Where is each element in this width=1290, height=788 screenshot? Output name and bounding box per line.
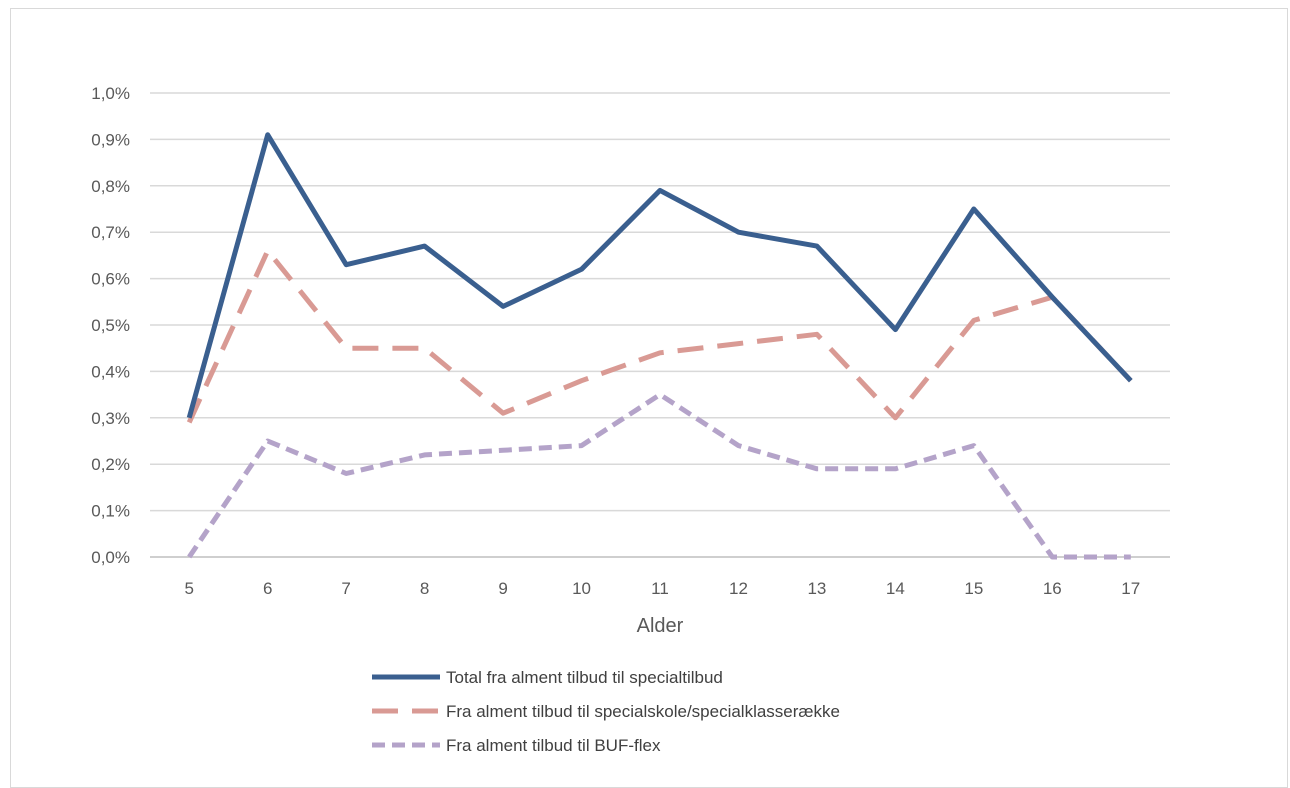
- line-chart: 0,0% 0,1% 0,2% 0,3% 0,4% 0,5% 0,6% 0,7% 0,8% 0,9%…: [91, 84, 1170, 755]
- y-tick-label: 0,8%: [91, 177, 130, 196]
- y-tick-label: 0,3%: [91, 409, 130, 428]
- series-lines: [186, 132, 1133, 560]
- x-tick-label: 16: [1043, 579, 1062, 598]
- y-tick-label: 0,5%: [91, 316, 130, 335]
- x-tick-label: 9: [498, 579, 507, 598]
- legend-label-1: Total fra alment tilbud til specialtilbu…: [446, 668, 723, 687]
- x-axis-ticks: 5 6 7 8 9 10 11 12 13 14 15 16 17: [184, 579, 1140, 598]
- x-tick-label: 11: [651, 579, 669, 598]
- legend-label-3: Fra alment tilbud til BUF-flex: [446, 736, 661, 755]
- x-tick-label: 5: [184, 579, 193, 598]
- y-tick-label: 0,4%: [91, 362, 130, 381]
- series-line-2: [186, 248, 1133, 424]
- y-tick-label: 0,2%: [91, 455, 130, 474]
- series-line-3: [187, 392, 1131, 560]
- x-tick-label: 12: [729, 579, 748, 598]
- legend-label-2: Fra alment tilbud til specialskole/speci…: [446, 702, 840, 721]
- y-tick-label: 0,6%: [91, 270, 130, 289]
- x-tick-label: 7: [341, 579, 350, 598]
- y-axis-ticks: 0,0% 0,1% 0,2% 0,3% 0,4% 0,5% 0,6% 0,7% 0,8% 0,9%…: [91, 84, 130, 567]
- x-axis-title: Alder: [637, 615, 684, 637]
- gridlines: [150, 92, 1170, 558]
- x-tick-label: 8: [420, 579, 429, 598]
- series-line-1: [186, 132, 1133, 419]
- x-tick-label: 14: [886, 579, 905, 598]
- y-tick-label: 0,0%: [91, 548, 130, 567]
- x-tick-label: 13: [807, 579, 826, 598]
- legend: Total fra alment tilbud til specialtilbu…: [372, 668, 840, 755]
- y-tick-label: 0,9%: [91, 130, 130, 149]
- x-tick-label: 17: [1121, 579, 1140, 598]
- x-tick-label: 15: [964, 579, 983, 598]
- y-tick-label: 0,1%: [91, 502, 130, 521]
- x-tick-label: 10: [572, 579, 591, 598]
- y-tick-label: 1,0%: [91, 84, 130, 103]
- x-tick-label: 6: [263, 579, 272, 598]
- chart-frame: [10, 8, 1288, 788]
- y-tick-label: 0,7%: [91, 223, 130, 242]
